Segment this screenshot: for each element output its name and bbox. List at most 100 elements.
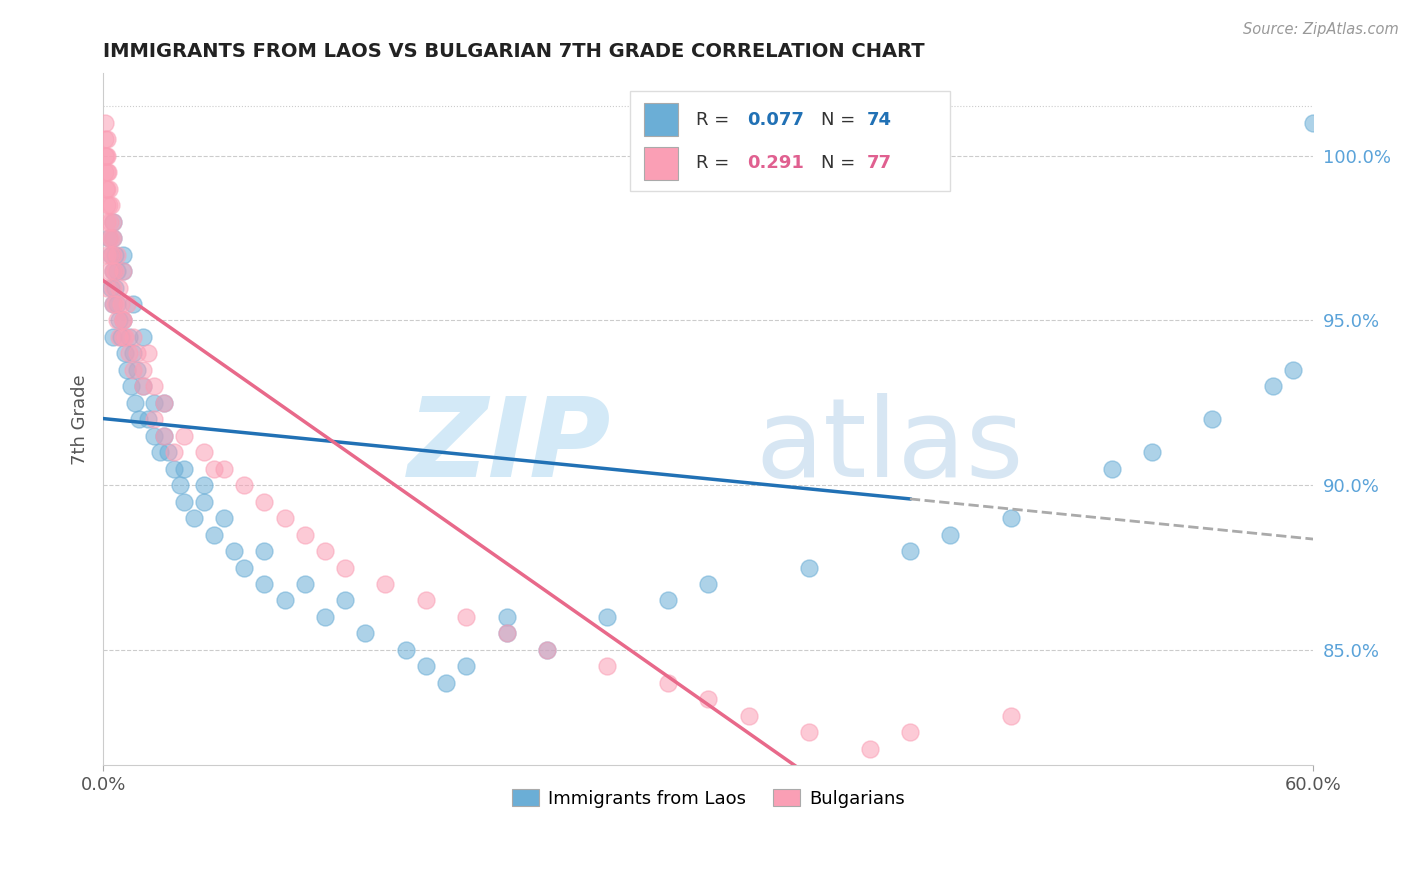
Point: [100, 280, 122, 294]
Text: 0.291: 0.291: [747, 154, 804, 172]
Point: [103, 231, 125, 245]
Point: [314, 544, 336, 558]
Point: [1000, 708, 1022, 723]
Point: [193, 494, 215, 508]
Point: [132, 379, 155, 393]
Point: [104, 247, 127, 261]
Text: R =: R =: [696, 111, 735, 128]
Point: [122, 297, 145, 311]
Point: [128, 412, 150, 426]
Point: [117, 297, 139, 311]
Point: [183, 511, 205, 525]
Point: [98, 231, 121, 245]
Point: [898, 544, 921, 558]
Point: [596, 659, 619, 673]
Point: [122, 330, 145, 344]
Point: [112, 264, 135, 278]
Point: [96, 149, 118, 163]
Point: [797, 560, 820, 574]
Point: [495, 626, 517, 640]
Point: [233, 560, 256, 574]
Point: [103, 247, 125, 261]
Point: [1201, 412, 1223, 426]
Point: [120, 379, 142, 393]
Point: [939, 527, 962, 541]
Point: [253, 577, 276, 591]
Point: [114, 346, 136, 360]
Point: [100, 198, 122, 212]
Point: [797, 725, 820, 739]
Point: [105, 313, 128, 327]
Point: [536, 643, 558, 657]
Point: [132, 379, 155, 393]
Point: [142, 396, 165, 410]
Point: [212, 461, 235, 475]
Point: [456, 659, 478, 673]
Point: [105, 297, 128, 311]
Point: [202, 527, 225, 541]
Point: [103, 264, 125, 278]
Text: N =: N =: [821, 154, 860, 172]
Point: [103, 264, 125, 278]
Point: [112, 264, 135, 278]
Point: [395, 643, 418, 657]
Point: [96, 182, 118, 196]
Point: [233, 478, 256, 492]
Point: [117, 363, 139, 377]
Point: [104, 280, 127, 294]
Text: 77: 77: [866, 154, 891, 172]
Point: [104, 264, 127, 278]
Point: [98, 182, 121, 196]
Point: [96, 247, 118, 261]
Point: [737, 708, 759, 723]
Point: [96, 215, 118, 229]
Text: IMMIGRANTS FROM LAOS VS BULGARIAN 7TH GRADE CORRELATION CHART: IMMIGRANTS FROM LAOS VS BULGARIAN 7TH GR…: [103, 42, 925, 61]
Point: [142, 429, 165, 443]
Point: [657, 593, 679, 607]
Text: N =: N =: [821, 111, 860, 128]
Point: [253, 494, 276, 508]
Point: [415, 593, 437, 607]
Point: [202, 461, 225, 475]
Point: [149, 445, 172, 459]
Point: [112, 330, 135, 344]
Point: [112, 313, 135, 327]
Point: [122, 346, 145, 360]
Point: [1140, 445, 1163, 459]
Point: [495, 610, 517, 624]
Point: [152, 429, 174, 443]
Point: [112, 247, 135, 261]
Point: [98, 231, 121, 245]
Point: [152, 429, 174, 443]
Point: [132, 363, 155, 377]
Point: [103, 297, 125, 311]
Point: [536, 643, 558, 657]
Point: [105, 264, 128, 278]
Point: [354, 626, 377, 640]
Point: [163, 445, 186, 459]
Point: [136, 346, 159, 360]
Point: [103, 280, 125, 294]
Point: [136, 412, 159, 426]
Text: 74: 74: [866, 111, 891, 128]
Point: [142, 412, 165, 426]
Point: [898, 725, 921, 739]
Point: [193, 478, 215, 492]
Point: [163, 461, 186, 475]
Point: [495, 626, 517, 640]
Text: R =: R =: [696, 154, 735, 172]
Point: [100, 247, 122, 261]
Point: [697, 577, 720, 591]
Point: [173, 461, 195, 475]
Point: [96, 132, 118, 146]
Point: [173, 494, 195, 508]
Point: [103, 231, 125, 245]
Point: [1101, 461, 1123, 475]
Text: ZIP: ZIP: [408, 393, 612, 500]
Point: [98, 264, 121, 278]
Point: [415, 659, 437, 673]
Point: [374, 577, 396, 591]
Point: [697, 692, 720, 706]
Bar: [644, 103, 678, 136]
Point: [94, 116, 117, 130]
